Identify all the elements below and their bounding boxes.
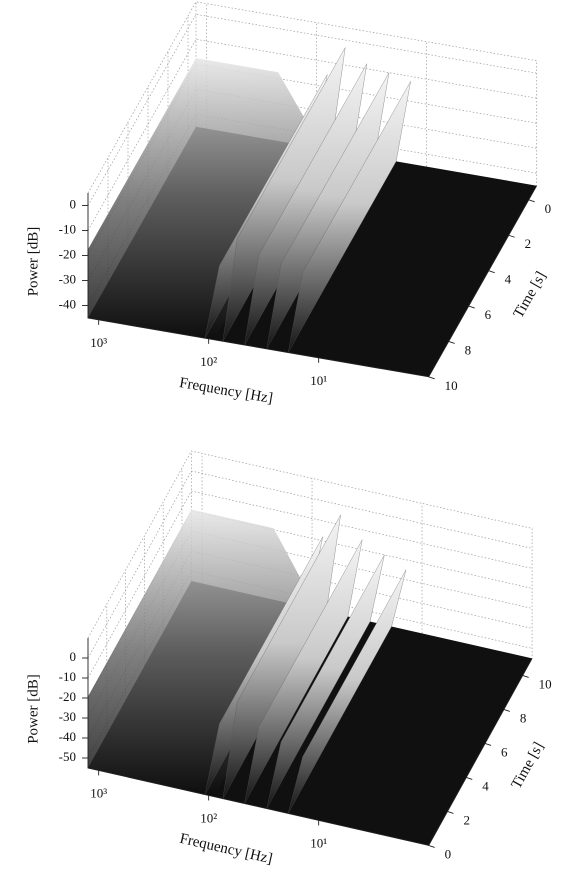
y-tick-label: 6 [501, 744, 508, 759]
z-tick-label: 0 [70, 196, 77, 211]
figure: 10¹ 10² 10³ 0 2 4 6 8 10 0 -10 -20 -30 -40 Frequency [… [0, 0, 566, 873]
z-axis-title: Power [dB] [25, 674, 41, 744]
x-tick-label: 10³ [90, 335, 107, 350]
panel: 10¹ 10² 10³ 0 2 4 6 8 10 0 -10 -20 -30 -40 -50 Frequenc… [25, 451, 551, 867]
y-tick-label: 2 [525, 236, 532, 251]
z-tick-label: -40 [59, 729, 76, 744]
x-axis-title: Frequency [Hz] [178, 375, 274, 407]
x-tick-label: 10¹ [310, 373, 327, 388]
y-tick [489, 271, 495, 273]
z-tick-label: -10 [59, 221, 76, 236]
z-tick-label: -40 [59, 296, 76, 311]
y-tick-label: 0 [445, 846, 452, 861]
y-tick [469, 306, 475, 308]
y-axis-title: Time [s] [511, 269, 550, 321]
z-tick-label: -20 [59, 246, 76, 261]
y-tick [429, 845, 435, 847]
y-tick [523, 675, 529, 677]
x-tick-label: 10¹ [310, 835, 327, 850]
panel: 10¹ 10² 10³ 0 2 4 6 8 10 0 -10 -20 -30 -40 Frequency [… [25, 2, 551, 407]
y-tick-label: 4 [482, 778, 489, 793]
y-tick [485, 743, 491, 745]
page: {"chart_data": [ {"type": "surface3d", "… [0, 0, 566, 873]
x-tick-label: 10² [200, 810, 217, 825]
x-tick-label: 10² [200, 354, 217, 369]
z-tick-label: -30 [59, 709, 76, 724]
y-tick [529, 200, 535, 202]
y-tick [466, 777, 472, 779]
y-tick [509, 235, 515, 237]
y-tick-label: 8 [520, 710, 527, 725]
z-tick-label: -50 [59, 749, 76, 764]
y-tick [504, 709, 510, 711]
y-tick-label: 6 [485, 307, 492, 322]
y-tick-label: 2 [463, 812, 470, 827]
y-tick-label: 0 [545, 201, 552, 216]
z-axis-title: Power [dB] [25, 227, 41, 297]
y-tick-label: 10 [539, 676, 552, 691]
z-tick-label: 0 [70, 649, 77, 664]
y-tick-label: 10 [445, 378, 458, 393]
y-tick [447, 811, 453, 813]
x-axis-title: Frequency [Hz] [178, 831, 274, 868]
z-tick-label: -20 [59, 689, 76, 704]
y-tick [429, 377, 435, 379]
y-tick-label: 8 [465, 342, 472, 357]
y-tick [449, 341, 455, 343]
y-tick-label: 4 [505, 272, 512, 287]
z-tick-label: -10 [59, 669, 76, 684]
x-tick-label: 10³ [90, 785, 107, 800]
z-tick-label: -30 [59, 271, 76, 286]
y-axis-title: Time [s] [509, 740, 548, 792]
